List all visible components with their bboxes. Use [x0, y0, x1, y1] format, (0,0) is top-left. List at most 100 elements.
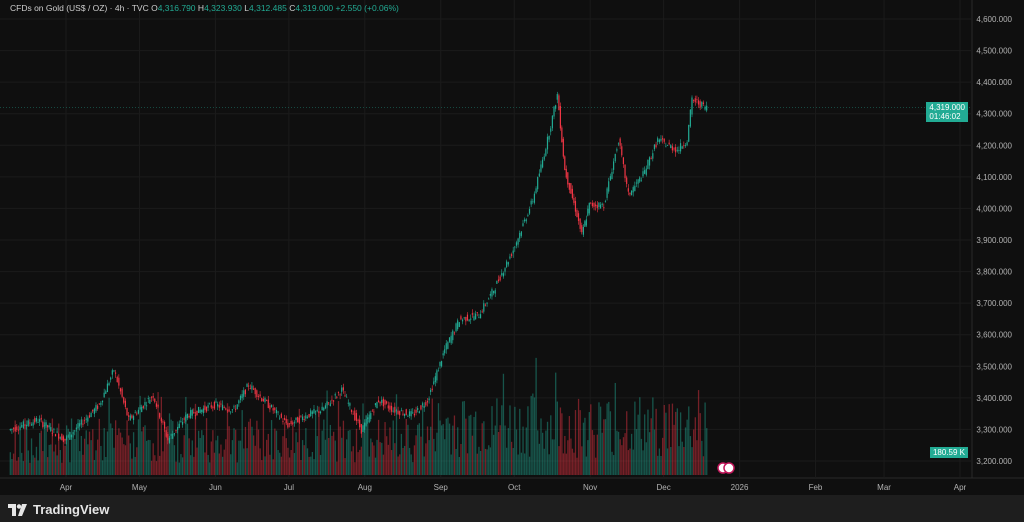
volume-bar [660, 455, 662, 475]
volume-bar [596, 434, 598, 475]
candle-body [701, 101, 703, 107]
volume-bar [275, 430, 278, 475]
volume-bar [329, 424, 332, 475]
candle-body [463, 317, 465, 319]
candle-body [702, 102, 705, 105]
volume-bar [558, 446, 560, 475]
volume-bar [415, 435, 417, 475]
candle-body [412, 412, 414, 414]
volume-bar [295, 432, 297, 475]
candle-body [587, 208, 589, 216]
candle-body [501, 273, 503, 276]
volume-bar [568, 416, 571, 475]
volume-bar [444, 439, 446, 475]
volume-bar [144, 425, 146, 475]
candle-body [264, 398, 266, 402]
candle-body [540, 164, 542, 172]
volume-bar [193, 456, 195, 475]
volume-bar [178, 462, 180, 475]
x-tick-label: 2026 [731, 483, 749, 492]
candle-body [79, 423, 81, 427]
candle-body [50, 427, 52, 431]
candle-body [425, 402, 427, 406]
x-tick-label: Mar [877, 483, 891, 492]
volume-bar [671, 403, 674, 475]
tradingview-logo[interactable]: TradingView [8, 502, 109, 517]
volume-bar [373, 445, 375, 475]
candle-body [525, 219, 527, 222]
last-price: 4,319.000 [929, 103, 965, 112]
y-tick-label: 3,300.000 [976, 425, 1012, 434]
volume-bar [256, 420, 258, 475]
candle-body [256, 390, 258, 397]
volume-bar [93, 460, 96, 475]
candle-body [673, 148, 675, 150]
volume-bar [420, 436, 422, 475]
volume-bar [129, 443, 131, 475]
candle-body [488, 298, 490, 300]
candle-body [619, 138, 621, 146]
candle-body [359, 419, 361, 428]
candle-body [576, 209, 578, 218]
x-tick-label: Nov [583, 483, 597, 492]
volume-bar [79, 451, 81, 475]
candle-body [183, 418, 185, 420]
candle-body [665, 146, 667, 148]
candle-body [504, 268, 506, 272]
volume-bar [354, 462, 356, 475]
candle-body [355, 413, 358, 422]
candle-body [515, 242, 518, 246]
volume-bar [439, 420, 441, 475]
candle-body [257, 396, 260, 397]
candle-body [489, 294, 491, 296]
volume-bar [128, 435, 130, 475]
candle-body [336, 396, 338, 398]
volume-bar [139, 395, 141, 475]
volume-bar [556, 401, 558, 475]
volume-bar [587, 440, 589, 475]
candle-body [233, 406, 235, 408]
volume-bar [510, 441, 513, 475]
candle-body [226, 410, 229, 412]
volume-bar [502, 373, 505, 475]
volume-bar [90, 440, 92, 475]
volume-bar [324, 439, 327, 475]
candle-body [75, 428, 77, 429]
candle-body [17, 429, 20, 431]
candle-body [155, 403, 158, 407]
candle-body [453, 332, 456, 334]
event-flag-icon [723, 462, 735, 474]
volume-bar [293, 452, 296, 475]
candle-body [614, 153, 616, 162]
volume-bar [111, 428, 114, 475]
candle-body [144, 402, 146, 406]
y-tick-label: 4,000.000 [976, 204, 1012, 213]
volume-bar [241, 410, 243, 475]
volume-bar [517, 454, 519, 475]
price-chart[interactable]: 4,600.000 4,500.000 4,400.000 4,300.000 4,20… [0, 0, 1024, 495]
volume-bar [77, 430, 79, 475]
volume-bar [17, 457, 20, 475]
volume-bar [30, 438, 33, 475]
candle-body [627, 188, 629, 192]
candle-body [519, 232, 521, 239]
candle-body [550, 128, 552, 132]
price-axis [972, 0, 1024, 478]
chart-area[interactable]: 4,600.000 4,500.000 4,400.000 4,300.000 4,20… [0, 0, 1024, 495]
volume-bar [440, 425, 443, 475]
volume-bar [149, 440, 151, 475]
candle-body [497, 279, 500, 282]
volume-bar [665, 412, 667, 475]
candle-body [691, 97, 693, 115]
candle-body [458, 322, 460, 327]
candle-body [616, 149, 618, 151]
volume-bar [624, 433, 626, 475]
candle-body [295, 417, 297, 420]
candle-body [670, 145, 672, 149]
volume-bar [492, 434, 495, 475]
volume-bar [205, 418, 208, 475]
candle-body [283, 417, 286, 420]
volume-bar [370, 438, 372, 475]
candle-body [468, 319, 470, 322]
candle-body [201, 409, 203, 413]
